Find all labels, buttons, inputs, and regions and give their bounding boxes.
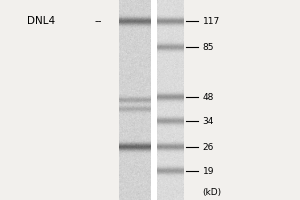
Bar bbox=[151, 0, 157, 200]
Text: 19: 19 bbox=[202, 166, 214, 176]
Text: 85: 85 bbox=[202, 43, 214, 51]
Text: 48: 48 bbox=[202, 92, 214, 102]
Text: 117: 117 bbox=[202, 17, 220, 25]
Text: (kD): (kD) bbox=[202, 188, 222, 196]
Text: DNL4: DNL4 bbox=[27, 16, 55, 26]
Text: 26: 26 bbox=[202, 142, 214, 152]
Text: --: -- bbox=[94, 16, 102, 26]
Text: 34: 34 bbox=[202, 116, 214, 126]
